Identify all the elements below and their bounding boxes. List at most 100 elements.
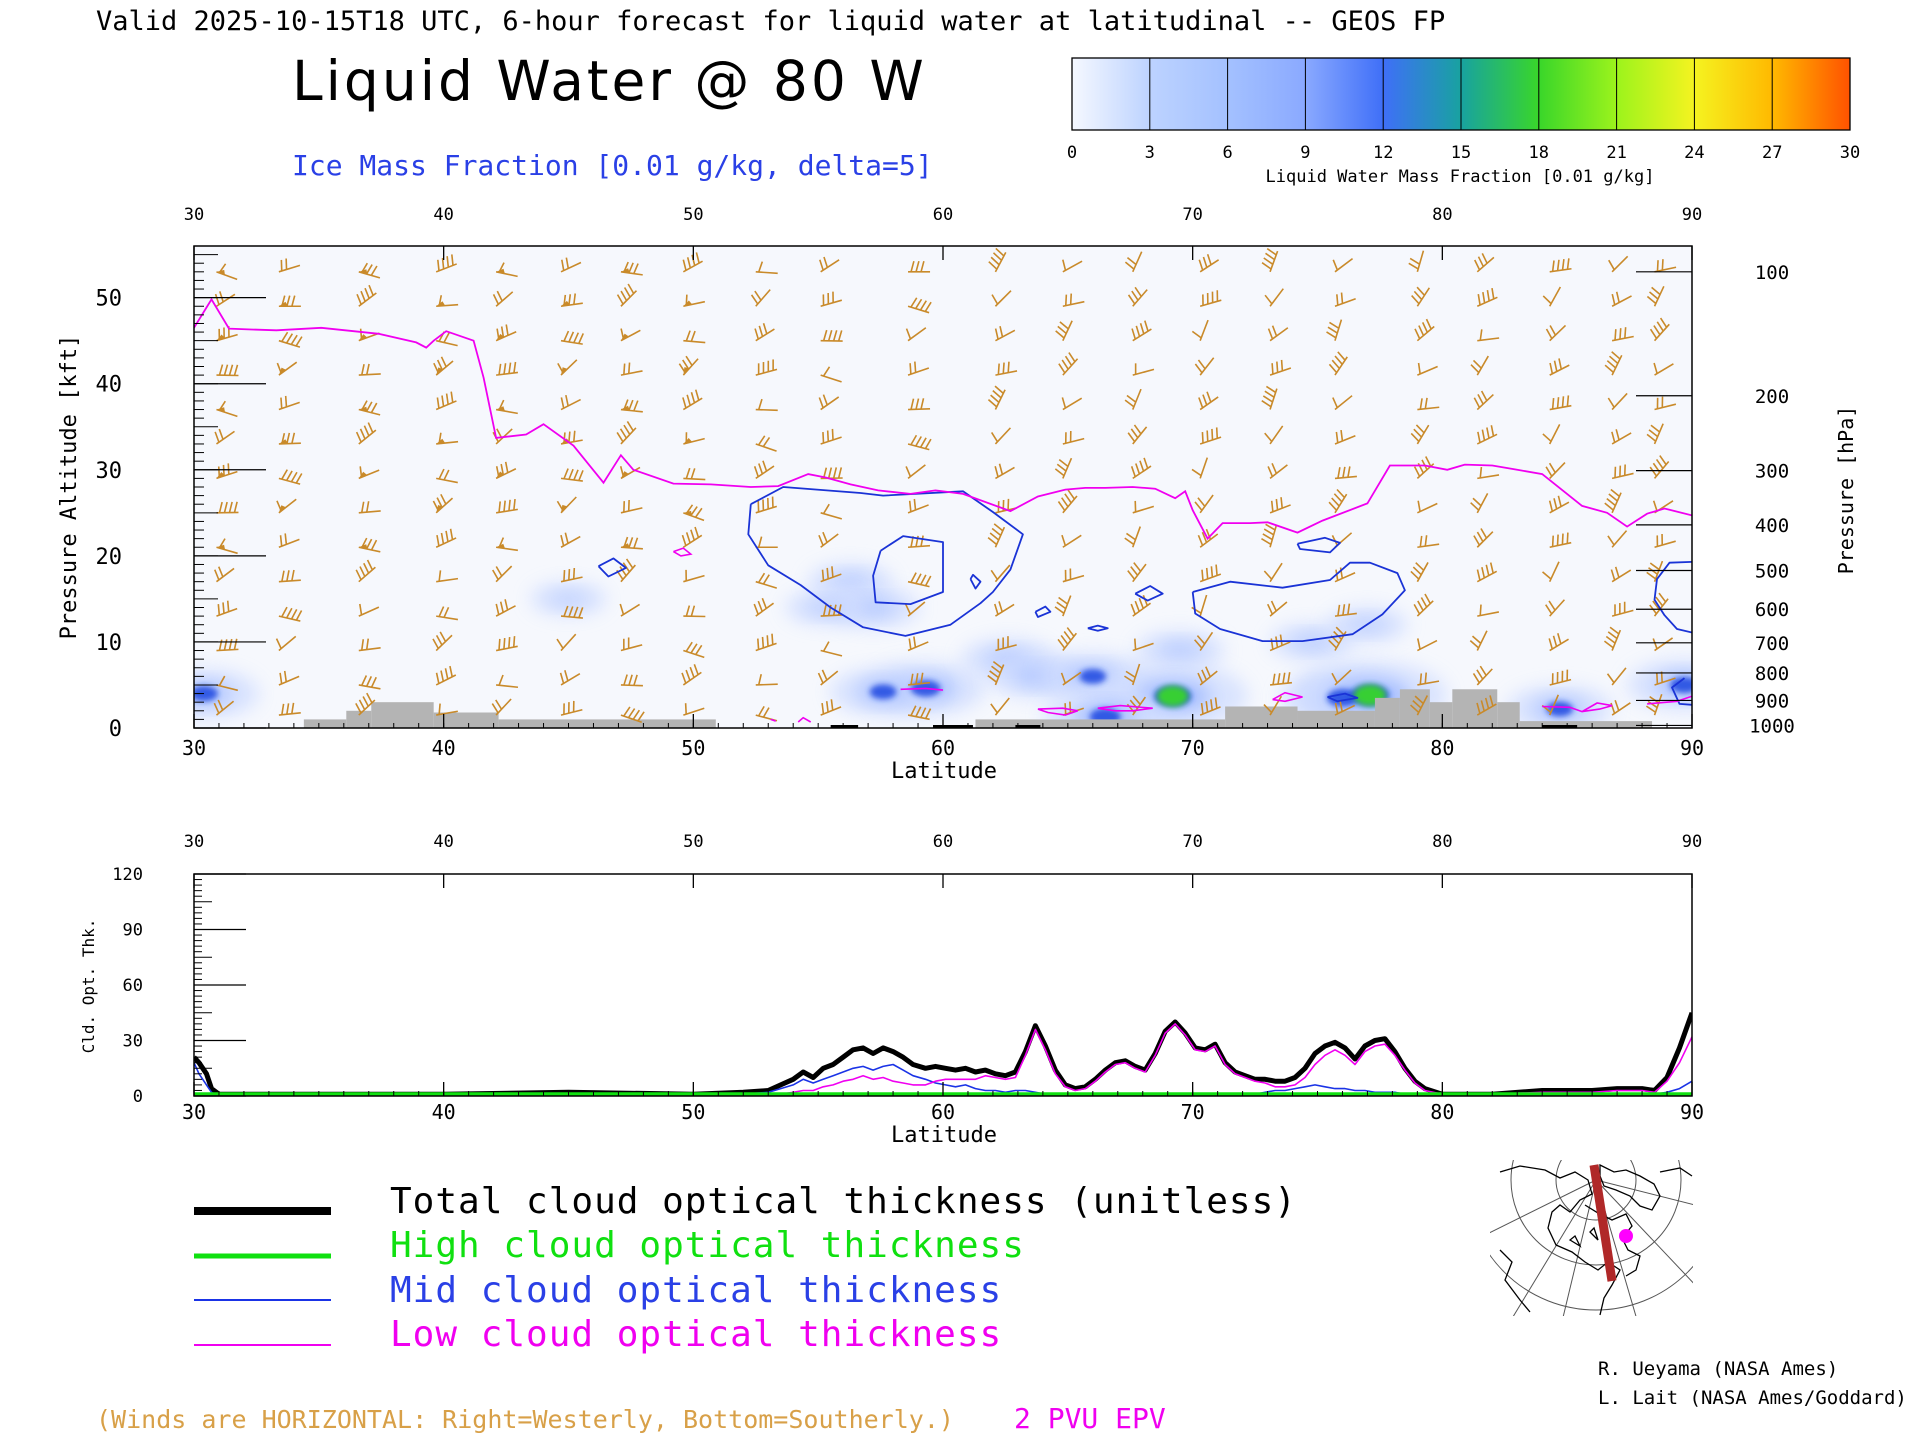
wind-barb xyxy=(683,432,705,445)
liquid-water-blob xyxy=(1157,641,1203,660)
wind-barb xyxy=(276,361,298,376)
x-tick-label-top: 80 xyxy=(1432,205,1452,225)
liquid-water-core xyxy=(1326,689,1358,707)
pressure-tick-label: 700 xyxy=(1755,633,1789,655)
wind-barb xyxy=(435,528,457,548)
wind-barb xyxy=(358,675,381,690)
wind-barb xyxy=(1062,259,1083,273)
wind-barb xyxy=(1062,431,1085,445)
wind-barb xyxy=(1061,397,1083,411)
wind-barb xyxy=(1127,286,1148,307)
wind-barb xyxy=(1191,594,1208,617)
y-tick-label: 0 xyxy=(133,1087,143,1107)
wind-barb xyxy=(214,566,235,583)
wind-barb xyxy=(495,599,516,617)
colorbar-tick-label: 3 xyxy=(1145,143,1155,163)
wind-barb xyxy=(1191,319,1209,341)
wind-barb xyxy=(755,398,778,412)
wind-barb xyxy=(817,669,839,686)
y-tick-label: 20 xyxy=(96,545,123,570)
wind-barb xyxy=(1199,290,1222,308)
wind-barb xyxy=(620,637,643,652)
wind-barb xyxy=(987,661,1005,686)
wind-barb xyxy=(560,700,583,716)
wind-barb xyxy=(755,572,778,589)
x-tick-label: 50 xyxy=(681,1100,705,1124)
wind-barb xyxy=(495,461,517,480)
wind-barb xyxy=(496,674,519,689)
wind-barb xyxy=(683,467,706,481)
x-tick-label: 60 xyxy=(931,1100,955,1124)
wind-barb xyxy=(1549,358,1570,376)
wind-barb xyxy=(619,466,641,480)
wind-barb xyxy=(1261,247,1279,273)
wind-barb xyxy=(990,427,1012,445)
wind-barb xyxy=(908,260,931,273)
wind-barb xyxy=(905,327,927,342)
wind-barb xyxy=(495,399,518,415)
terrain-block xyxy=(1374,697,1400,728)
wind-barb xyxy=(753,460,775,480)
wind-barb xyxy=(560,330,584,345)
colorbar-tick-label: 21 xyxy=(1606,143,1626,163)
wind-barb xyxy=(560,605,584,619)
wind-barb xyxy=(1476,695,1497,716)
epv-low-segment xyxy=(1097,704,1153,712)
terrain-block xyxy=(1452,689,1498,728)
wind-barb xyxy=(1417,672,1440,686)
wind-barb xyxy=(1604,351,1623,376)
wind-barb xyxy=(560,567,583,583)
wind-barb xyxy=(355,692,376,716)
wind-barb xyxy=(495,636,518,652)
wind-barb xyxy=(1332,257,1354,273)
wind-barb xyxy=(278,331,303,348)
wind-barb xyxy=(620,328,641,342)
wind-barb xyxy=(820,566,842,583)
ice-contour xyxy=(969,573,982,590)
top-x-axis-label: Latitude xyxy=(891,759,997,784)
wind-barb xyxy=(214,291,236,307)
wind-barb xyxy=(1477,604,1500,617)
x-tick-label-top: 50 xyxy=(683,832,703,852)
wind-barb xyxy=(1194,631,1214,651)
wind-barb xyxy=(1199,427,1222,445)
terrain-block xyxy=(1519,721,1653,728)
wind-barb xyxy=(1472,665,1493,686)
wind-barb xyxy=(1124,388,1142,410)
wind-barb xyxy=(1474,253,1495,273)
liquid-water-core xyxy=(1670,676,1692,693)
legend-mid-label: Mid cloud optical thickness xyxy=(390,1270,1002,1311)
pressure-tick-label: 900 xyxy=(1755,690,1789,712)
wind-barb xyxy=(1652,637,1674,652)
wind-barb xyxy=(1608,255,1629,273)
wind-barb xyxy=(1413,593,1434,617)
wind-barb xyxy=(1328,351,1348,376)
liquid-water-core xyxy=(1079,668,1107,684)
wind-barb xyxy=(1476,562,1498,583)
liquid-water-peak xyxy=(1156,685,1189,707)
wind-barb xyxy=(907,361,930,376)
wind-barb xyxy=(216,538,238,555)
wind-barb xyxy=(1132,638,1154,652)
wind-barb xyxy=(1611,601,1634,617)
wind-barb xyxy=(1611,327,1634,342)
wind-barb xyxy=(683,605,706,618)
epv-low-segment xyxy=(797,716,812,723)
colorbar-tick-label: 9 xyxy=(1300,143,1310,163)
pressure-tick-label: 600 xyxy=(1755,599,1789,621)
epv-low-segment xyxy=(900,687,944,691)
wind-barb xyxy=(1263,695,1283,716)
terrain-block xyxy=(433,712,499,728)
wind-barb xyxy=(1646,423,1664,445)
wind-barb xyxy=(278,295,301,308)
wind-barb xyxy=(278,533,300,548)
credit-ueyama: R. Ueyama (NASA Ames) xyxy=(1598,1358,1838,1380)
wind-barb xyxy=(358,537,381,553)
series-low-line xyxy=(194,1023,1692,1096)
optical-thickness-series xyxy=(194,1011,1692,1096)
wind-barb xyxy=(907,498,929,514)
wind-barb xyxy=(358,603,380,617)
pressure-axis-label: Pressure [hPa] xyxy=(1834,406,1858,575)
wind-barb xyxy=(1603,626,1622,651)
x-tick-label-top: 40 xyxy=(433,205,453,225)
